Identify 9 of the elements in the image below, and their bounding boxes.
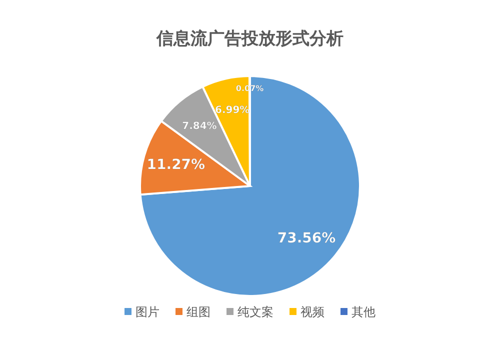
data-label: 11.27% (146, 156, 206, 173)
data-label: 73.56% (277, 230, 336, 246)
legend-label: 组图 (186, 305, 210, 319)
legend-label: 视频 (300, 305, 324, 319)
legend-label: 图片 (136, 305, 160, 319)
chart-title: 信息流广告投放形式分析 (156, 29, 344, 49)
legend-label: 其他 (352, 305, 376, 319)
legend-label: 纯文案 (238, 305, 274, 319)
data-label: 7.84% (182, 121, 217, 132)
